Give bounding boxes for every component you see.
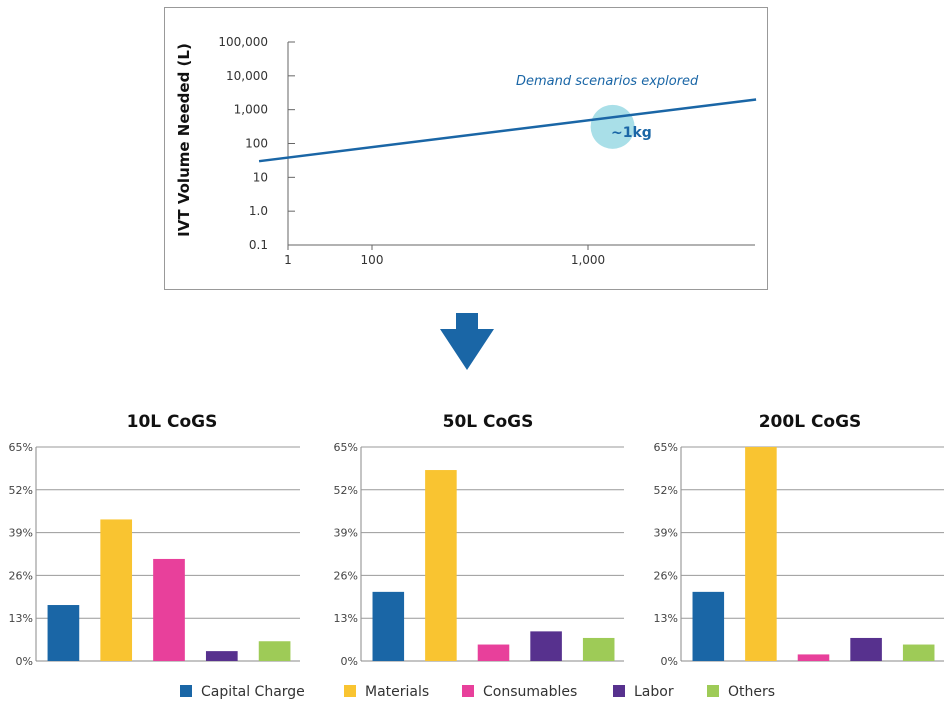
series-line: [258, 98, 757, 163]
down-arrow-shape: [440, 313, 494, 370]
legend-swatch-materials: [344, 685, 356, 697]
annotation-1kg: ~1kg: [611, 125, 652, 141]
y-tick-label: 1,000: [234, 103, 268, 117]
legend-item-capital-charge: Capital Charge: [180, 684, 305, 700]
bar-materials: [425, 470, 457, 661]
bar-others: [582, 637, 615, 661]
bar-labor: [850, 637, 882, 661]
bar-capital-charge: [47, 605, 80, 661]
bar-materials: [100, 519, 133, 661]
legend-swatch-others: [707, 685, 719, 697]
x-tick-label: 100: [361, 253, 384, 267]
bar-y-tick-label: 26%: [9, 569, 33, 582]
legend-label-consumables: Consumables: [483, 684, 578, 700]
bar-y-tick-label: 65%: [334, 441, 358, 454]
bar-consumables: [153, 558, 185, 661]
bar-materials: [745, 447, 777, 661]
bar-y-tick-label: 52%: [9, 484, 33, 497]
bar-y-tick-label: 65%: [9, 441, 33, 454]
bar-y-tick-label: 39%: [334, 527, 358, 540]
x-tick-label: 1,000: [571, 253, 605, 267]
bar-y-tick-label: 13%: [334, 612, 358, 625]
panel-title-50l: 50L CoGS: [442, 412, 534, 432]
bar-y-tick-label: 52%: [334, 484, 358, 497]
bar-y-tick-label: 0%: [341, 655, 358, 668]
bar-y-tick-label: 26%: [654, 569, 678, 582]
bar-consumables: [477, 644, 510, 661]
legend-label-materials: Materials: [365, 684, 430, 700]
legend-item-others: Others: [707, 684, 775, 700]
top-line-chart-svg: 100,000 10,000 1,000 100 10 1.0 0.1 1 100 1,000 De…: [218, 35, 757, 267]
legend-label-others: Others: [728, 684, 776, 700]
legend-item-labor: Labor: [613, 684, 674, 700]
bar-y-tick-label: 26%: [334, 569, 358, 582]
y-tick-label: 0.1: [249, 238, 268, 252]
bar-y-tick-label: 0%: [16, 655, 33, 668]
x-tick-label: 1: [284, 253, 292, 267]
bar-y-tick-label: 13%: [9, 612, 33, 625]
legend-label-labor: Labor: [634, 684, 674, 700]
legend-swatch-consumables: [462, 685, 474, 697]
panel-title-200l: 200L CoGS: [758, 412, 862, 432]
y-tick-label: 1.0: [249, 204, 268, 218]
bar-charts-svg: 0% 13% 26% 39% 52% 65% 0% 13% 26% 39% 52% 65% 0% 13% 2…: [9, 441, 944, 668]
bar-labor: [205, 651, 238, 661]
panel-title-10l: 10L CoGS: [126, 412, 218, 432]
top-line-chart: 100,000 10,000 1,000 100 10 1.0 0.1 1 100 1,000 De…: [164, 7, 768, 290]
bar-capital-charge: [372, 591, 405, 661]
annotation-demand-scenarios: Demand scenarios explored: [516, 74, 699, 89]
bar-y-tick-label: 52%: [654, 484, 678, 497]
y-tick-label: 100,000: [218, 35, 268, 49]
bar-y-tick-label: 0%: [661, 655, 678, 668]
legend: Capital Charge Materials Consumables Lab…: [0, 684, 950, 704]
bar-others: [902, 644, 935, 661]
y-tick-label: 10,000: [226, 69, 268, 83]
legend-swatch-labor: [613, 685, 625, 697]
bar-capital-charge: [692, 591, 725, 661]
down-arrow-icon: [440, 313, 494, 370]
bar-y-tick-label: 39%: [9, 527, 33, 540]
legend-item-materials: Materials: [344, 684, 429, 700]
legend-swatch-capital-charge: [180, 685, 192, 697]
bar-labor: [530, 631, 562, 661]
y-tick-label: 100: [245, 137, 268, 151]
bar-consumables: [797, 654, 830, 661]
bar-y-tick-label: 13%: [654, 612, 678, 625]
legend-item-consumables: Consumables: [462, 684, 577, 700]
bar-others: [258, 641, 291, 661]
legend-label-capital-charge: Capital Charge: [201, 684, 305, 700]
bar-y-tick-label: 65%: [654, 441, 678, 454]
bar-y-tick-label: 39%: [654, 527, 678, 540]
y-tick-label: 10: [253, 170, 268, 184]
